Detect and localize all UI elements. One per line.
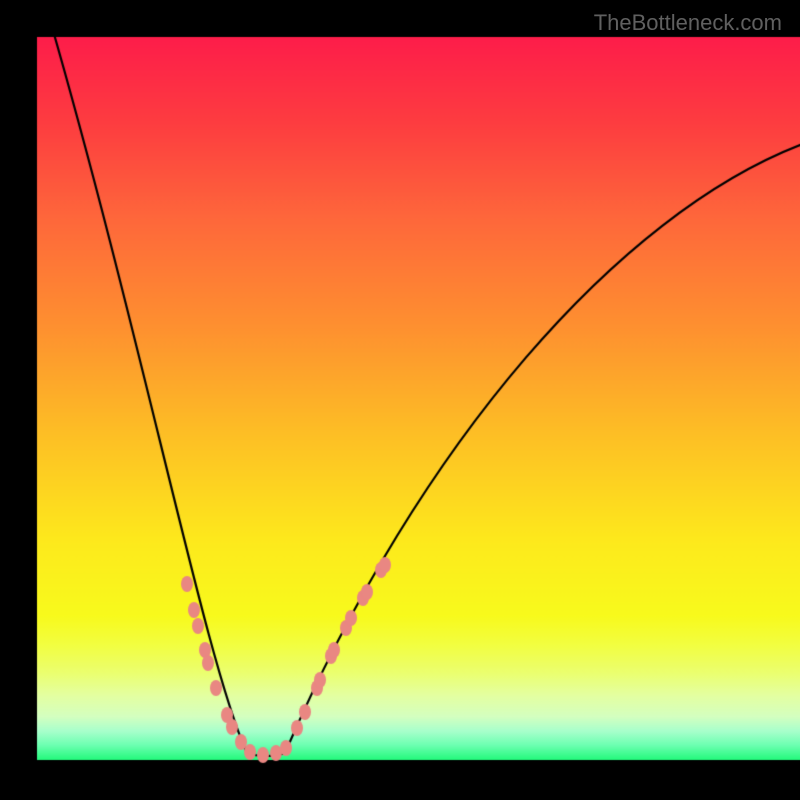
watermark-text: TheBottleneck.com xyxy=(594,10,782,36)
bottleneck-chart xyxy=(0,0,800,800)
